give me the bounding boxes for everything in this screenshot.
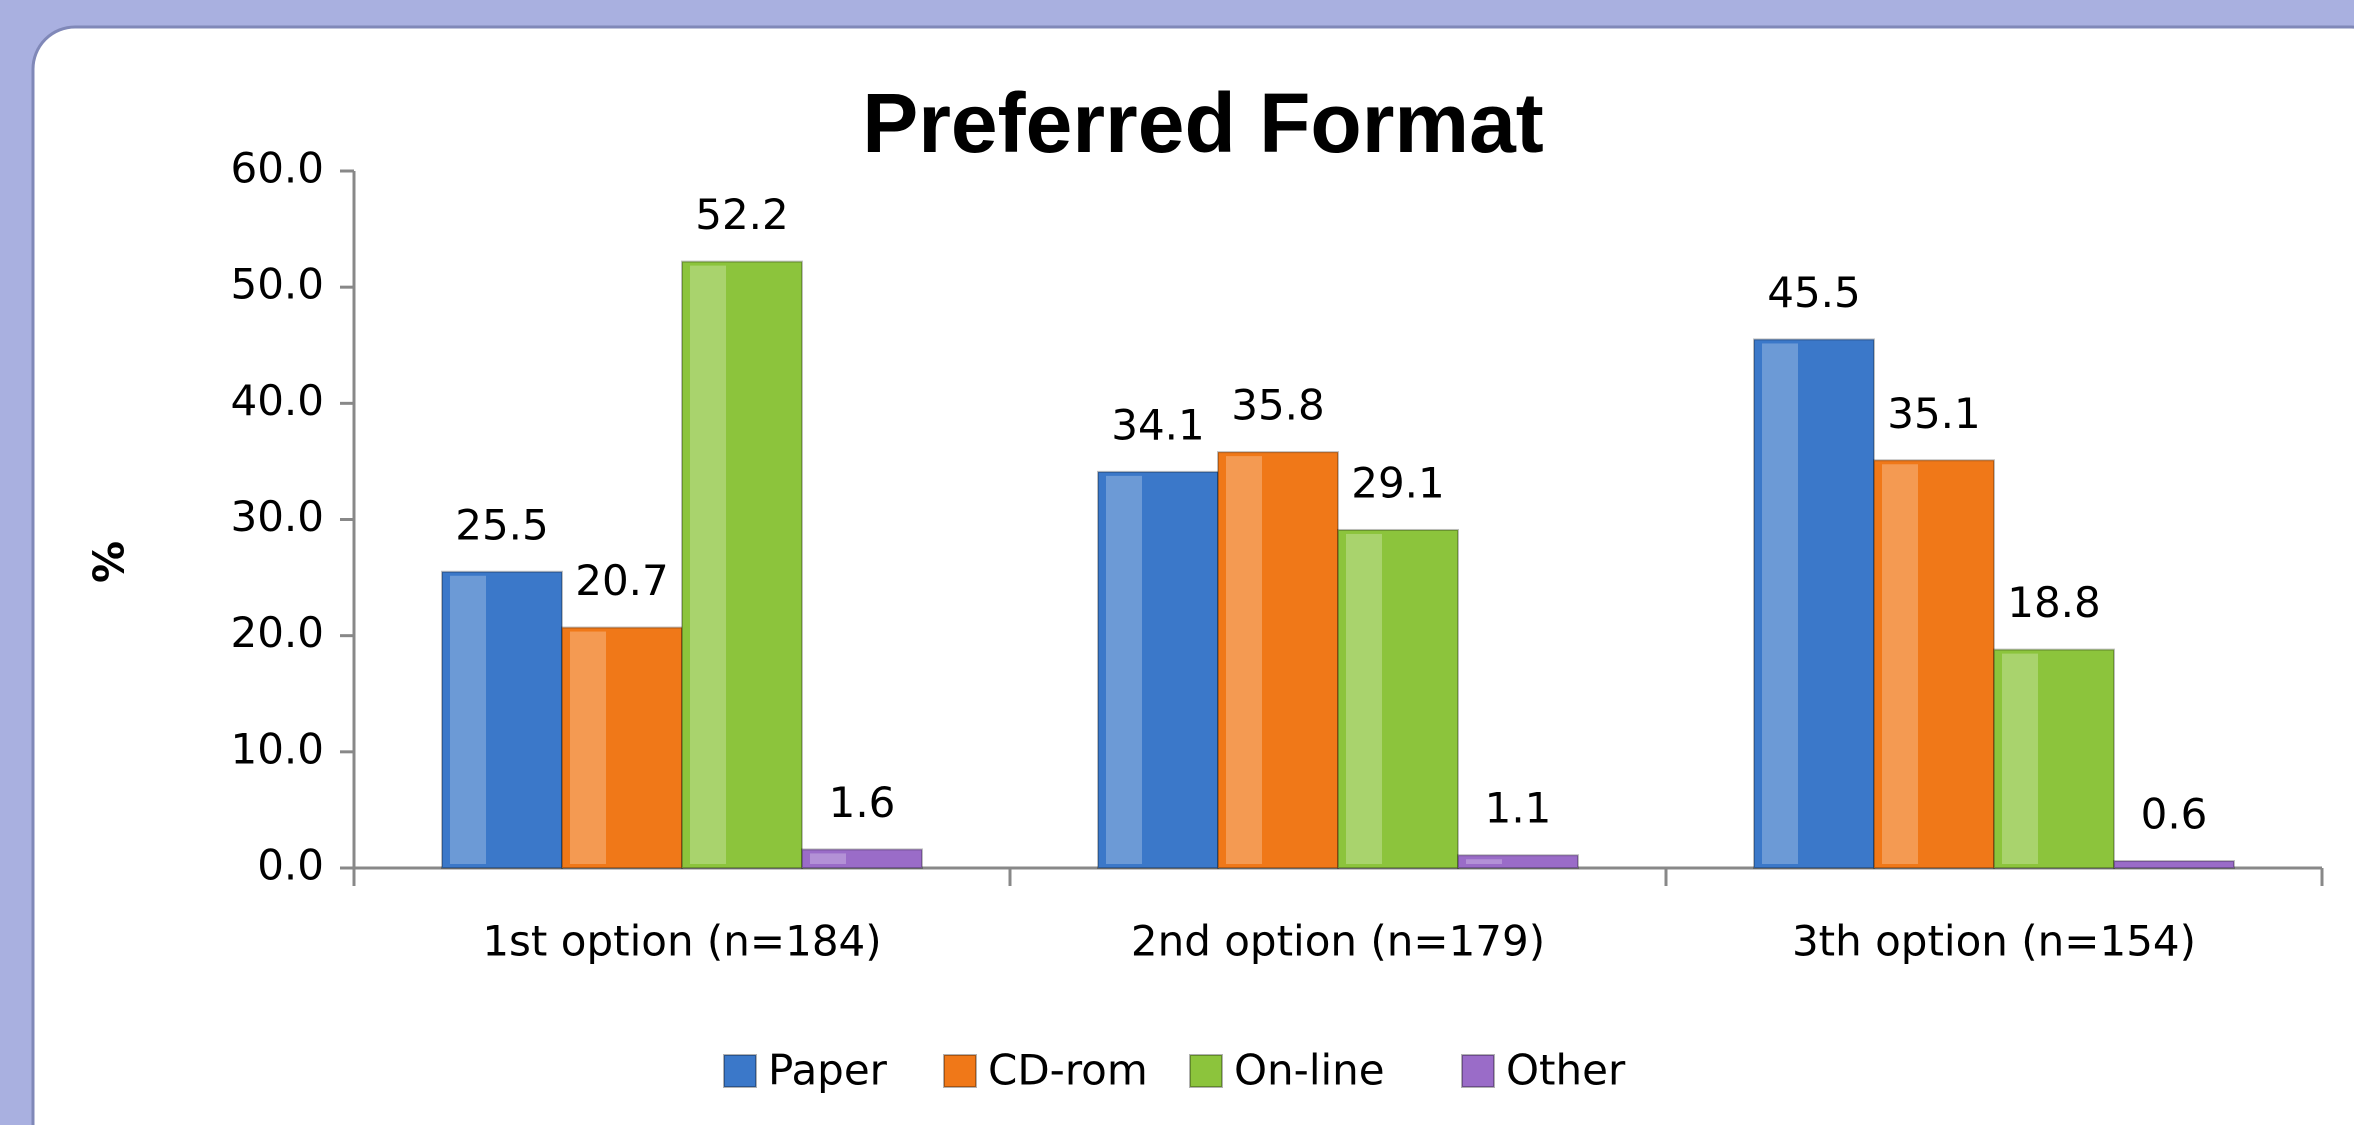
bar-highlight <box>2002 653 2038 864</box>
bar-highlight <box>1762 343 1798 865</box>
bar <box>1873 459 1995 869</box>
y-tick-label: 0.0 <box>257 841 324 890</box>
data-label: 45.5 <box>1767 268 1861 317</box>
legend-label: Paper <box>768 1046 888 1095</box>
bar <box>1457 854 1579 870</box>
bar <box>1753 338 1875 870</box>
y-tick-label: 50.0 <box>230 260 324 309</box>
bar-highlight <box>450 575 486 864</box>
y-tick-label: 60.0 <box>230 144 324 193</box>
data-label: 52.2 <box>695 190 789 239</box>
bar <box>2113 860 2235 870</box>
data-label: 20.7 <box>575 556 669 605</box>
x-tick-label: 2nd option (n=179) <box>1131 917 1545 966</box>
legend-swatch <box>1189 1054 1223 1088</box>
bar-highlight <box>1226 456 1262 864</box>
y-axis-label: % <box>85 541 134 583</box>
bar <box>1337 528 1459 870</box>
data-label: 25.5 <box>455 500 549 549</box>
bar-highlight <box>1106 475 1142 864</box>
bar <box>1217 451 1339 869</box>
bar-highlight <box>810 853 846 864</box>
legend-swatch <box>1461 1054 1495 1088</box>
legend-label: CD-rom <box>988 1046 1148 1095</box>
bar-highlight <box>570 631 606 864</box>
chart-title: Preferred Format <box>862 76 1544 170</box>
data-label: 35.8 <box>1231 381 1325 430</box>
data-label: 35.1 <box>1887 389 1981 438</box>
bar-highlight <box>1882 464 1918 864</box>
legend-label: Other <box>1506 1046 1626 1095</box>
y-tick-label: 40.0 <box>230 376 324 425</box>
bar-highlight <box>1346 533 1382 864</box>
x-tick-label: 3th option (n=154) <box>1792 917 2196 966</box>
bar-highlight <box>1466 859 1502 864</box>
x-tick-label: 1st option (n=184) <box>482 917 881 966</box>
bar-highlight <box>690 265 726 864</box>
y-tick-label: 30.0 <box>230 492 324 541</box>
bar <box>1993 648 2115 870</box>
data-label: 1.1 <box>1485 784 1552 833</box>
data-label: 1.6 <box>829 778 896 827</box>
data-label: 18.8 <box>2007 578 2101 627</box>
bar <box>681 260 803 869</box>
y-tick-label: 10.0 <box>230 724 324 773</box>
bar <box>561 626 683 869</box>
legend-label: On-line <box>1234 1046 1385 1095</box>
legend-swatch <box>723 1054 757 1088</box>
data-label: 0.6 <box>2141 790 2208 839</box>
data-label: 29.1 <box>1351 458 1445 507</box>
legend-swatch <box>943 1054 977 1088</box>
bar <box>801 848 923 869</box>
data-label: 34.1 <box>1111 400 1205 449</box>
y-tick-label: 20.0 <box>230 608 324 657</box>
